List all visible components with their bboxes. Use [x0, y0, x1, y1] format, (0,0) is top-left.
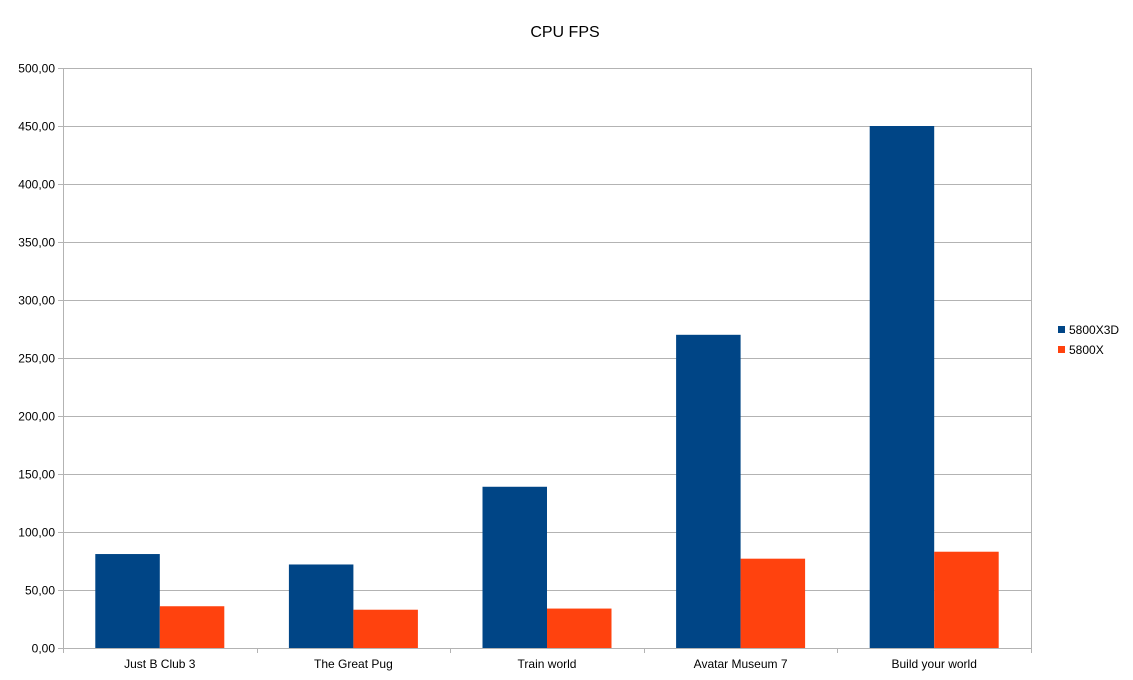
legend-swatch [1058, 346, 1065, 353]
y-tick-label: 500,00 [18, 62, 55, 76]
y-tick-label: 50,00 [25, 584, 55, 598]
y-tick-label: 100,00 [18, 526, 55, 540]
bar [353, 609, 418, 648]
bar [740, 558, 806, 648]
y-tick-label: 150,00 [18, 468, 55, 482]
bars [95, 126, 999, 648]
bar [95, 554, 160, 648]
x-tick-label: Avatar Museum 7 [694, 657, 788, 671]
y-axis: 0,00 50,00 100,00 150,00 200,00 250,00 300,00 3… [18, 62, 63, 656]
legend: 5800X3D 5800X [1058, 323, 1119, 357]
y-tick-label: 350,00 [18, 236, 55, 250]
x-tick-label: Build your world [892, 657, 977, 671]
y-tick-label: 0,00 [32, 642, 56, 656]
y-tick-label: 400,00 [18, 178, 55, 192]
bar [869, 126, 935, 648]
x-tick-label: Train world [518, 657, 577, 671]
gridlines [63, 68, 1032, 649]
x-tick-label: The Great Pug [314, 657, 393, 671]
y-tick-label: 250,00 [18, 352, 55, 366]
bar [547, 608, 612, 648]
legend-label: 5800X [1069, 343, 1104, 357]
x-tick-label: Just B Club 3 [124, 657, 196, 671]
legend-label: 5800X3D [1069, 323, 1119, 337]
legend-swatch [1058, 326, 1065, 333]
bar [934, 551, 999, 648]
bar [159, 606, 225, 648]
bar [482, 486, 547, 648]
y-tick-label: 300,00 [18, 294, 55, 308]
bar [288, 564, 354, 648]
y-tick-label: 200,00 [18, 410, 55, 424]
bar [676, 334, 741, 648]
chart-title: CPU FPS [530, 24, 599, 41]
x-axis: Just B Club 3 The Great Pug Train world Ava… [63, 648, 1032, 671]
y-tick-label: 450,00 [18, 120, 55, 134]
